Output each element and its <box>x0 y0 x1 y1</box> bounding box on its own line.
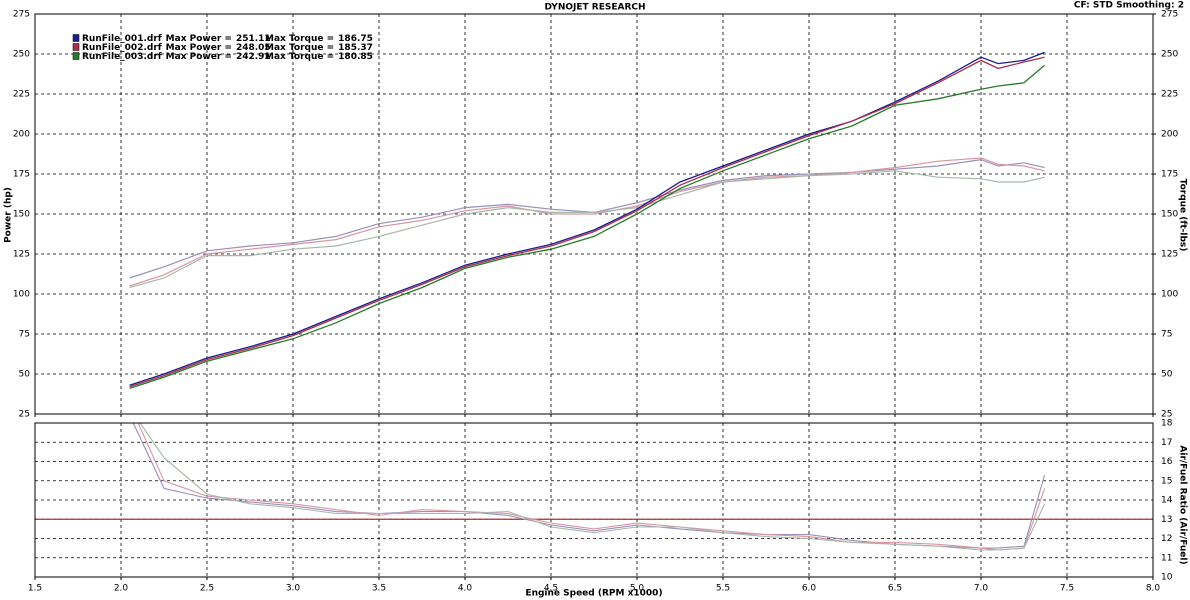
legend-power: RunFile_002.drf Max Power = 248.05 <box>82 43 271 53</box>
y2-tick-label: 100 <box>1161 290 1178 300</box>
y2-tick-label: 200 <box>1161 130 1178 140</box>
y2-tick-label: 75 <box>1161 330 1172 340</box>
legend-torque: Max Torque = 185.37 <box>265 43 373 53</box>
legend-name: RunFile_002.drf <box>82 43 162 53</box>
y-tick-label: 15 <box>1161 476 1172 486</box>
x-tick-label: 6.5 <box>888 584 902 594</box>
y-tick-label: 10 <box>1161 573 1173 583</box>
legend-max-power: 251.11 <box>236 34 271 44</box>
bottom-frame <box>34 422 1154 578</box>
y2-tick-label: 150 <box>1161 210 1178 220</box>
data-line <box>129 64 1046 390</box>
legend-max-power-label: Max Power = <box>166 43 232 53</box>
y-tick-label: 16 <box>1161 457 1173 467</box>
top-plot <box>35 14 1153 414</box>
legend-max-power-label: Max Power = <box>166 52 232 62</box>
x-tick-label: 2.5 <box>200 584 214 594</box>
legend-swatch <box>72 52 80 60</box>
x-tick-label: 1.5 <box>28 584 42 594</box>
x-axis-label: Engine Speed (RPM x1000) <box>525 589 662 599</box>
y-tick-label: 12 <box>1161 534 1172 544</box>
legend-max-torque-label: Max Torque = <box>265 43 334 53</box>
data-line <box>139 423 1046 551</box>
y-tick-label: 275 <box>13 10 30 20</box>
y-tick-label: 100 <box>13 290 30 300</box>
chart-title: DYNOJET RESEARCH <box>544 3 645 13</box>
y-tick-label: 18 <box>1161 419 1173 429</box>
y2-tick-label: 125 <box>1161 250 1178 260</box>
x-tick-label: 3.0 <box>286 584 301 594</box>
y-tick-label: 250 <box>13 50 30 60</box>
x-tick-label: 7.5 <box>1060 584 1074 594</box>
y2-tick-label: 175 <box>1161 170 1178 180</box>
y-tick-label: 13 <box>1161 515 1172 525</box>
legend-max-torque: 180.85 <box>338 52 373 62</box>
y-tick-label: 50 <box>19 370 31 380</box>
y-tick-label: 225 <box>13 90 30 100</box>
y-tick-label: 17 <box>1161 438 1172 448</box>
x-tick-label: 5.0 <box>630 584 645 594</box>
x-tick-label: 3.5 <box>372 584 386 594</box>
legend-name: RunFile_001.drf <box>82 34 162 44</box>
legend-max-torque: 186.75 <box>338 34 373 44</box>
legend-swatch <box>72 34 80 42</box>
y2-tick-label: 250 <box>1161 50 1178 60</box>
y-tick-label: 14 <box>1161 496 1173 506</box>
y2-tick-label: 25 <box>1161 410 1172 420</box>
data-line <box>129 56 1045 388</box>
legend-max-power: 248.05 <box>236 43 271 53</box>
legend-max-torque-label: Max Torque = <box>265 52 334 62</box>
data-line <box>137 423 1046 551</box>
y-tick-label: 125 <box>13 250 30 260</box>
legend-max-power: 242.91 <box>236 52 271 62</box>
y-tick-label: 75 <box>19 330 30 340</box>
x-tick-label: 2.0 <box>114 584 129 594</box>
chart-subtitle: CF: STD Smoothing: 2 <box>1074 1 1184 11</box>
legend-max-power-label: Max Power = <box>166 34 232 44</box>
bottom-plot <box>35 423 1153 577</box>
data-line <box>129 158 1045 279</box>
x-tick-label: 7.0 <box>974 584 989 594</box>
x-tick-label: 4.5 <box>544 584 558 594</box>
y-tick-label: 25 <box>19 410 30 420</box>
y-tick-label: 150 <box>13 210 30 220</box>
y2-tick-label: 225 <box>1161 90 1178 100</box>
y2-tick-label: 50 <box>1161 370 1173 380</box>
x-tick-label: 5.5 <box>716 584 730 594</box>
legend-max-torque-label: Max Torque = <box>265 34 334 44</box>
legend-power: RunFile_001.drf Max Power = 251.11 <box>82 34 271 44</box>
data-line <box>129 170 1045 289</box>
legend-name: RunFile_003.drf <box>82 52 162 62</box>
y-tick-label: 200 <box>13 130 30 140</box>
legend-max-torque: 185.37 <box>338 43 373 53</box>
y-tick-label: 11 <box>1161 553 1172 563</box>
y-tick-label: 175 <box>13 170 30 180</box>
x-tick-label: 8.0 <box>1146 584 1161 594</box>
legend-torque: Max Torque = 186.75 <box>265 34 373 44</box>
legend-power: RunFile_003.drf Max Power = 242.91 <box>82 52 271 62</box>
y2-tick-label: 275 <box>1161 10 1178 20</box>
data-line <box>129 51 1045 386</box>
x-tick-label: 6.0 <box>802 584 817 594</box>
afr-axis-label: Air/Fuel Ratio (Air/Fuel) <box>1178 445 1188 564</box>
x-tick-label: 4.0 <box>458 584 473 594</box>
legend-torque: Max Torque = 180.85 <box>265 52 373 62</box>
y2-axis-label: Torque (ft-lbs) <box>1178 179 1188 252</box>
y-axis-label: Power (hp) <box>4 187 14 243</box>
legend-swatch <box>72 43 80 51</box>
